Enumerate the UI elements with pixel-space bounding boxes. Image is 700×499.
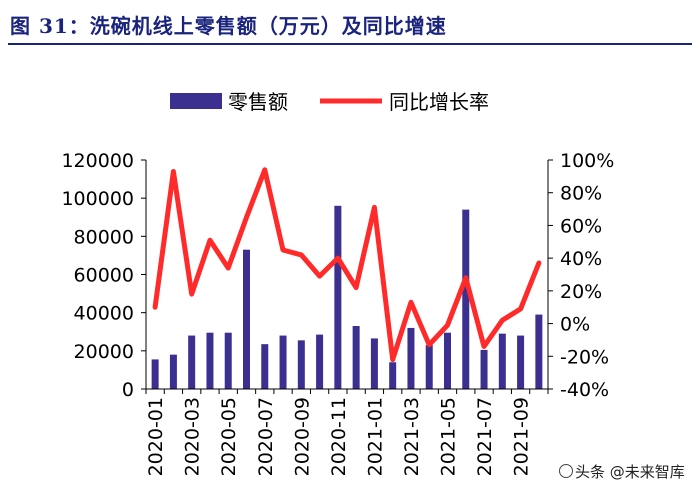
watermark-logo-icon [559, 464, 573, 478]
x-axis-tick-label: 2020-05 [218, 397, 240, 476]
x-axis-tick-label: 2021-05 [438, 397, 460, 476]
right-axis-tick-label: -40% [560, 379, 609, 401]
bar [151, 359, 159, 389]
right-axis-tick-label: 0% [560, 314, 590, 336]
bar [370, 338, 378, 389]
left-axis-tick-label: 60000 [74, 265, 134, 287]
right-axis-tick-label: 80% [560, 183, 602, 205]
bar [425, 345, 433, 389]
x-axis-tick-label: 2020-09 [291, 397, 313, 476]
x-axis-tick-label: 2021-07 [474, 397, 496, 476]
bar-series [151, 205, 543, 389]
x-axis-tick-label: 2020-01 [145, 397, 167, 476]
bar [206, 332, 214, 389]
bar [462, 209, 470, 389]
right-axis-tick-label: 20% [560, 281, 602, 303]
right-axis-tick-label: 40% [560, 248, 602, 270]
bar [535, 314, 543, 389]
watermark-text: 头条 @未来智库 [575, 463, 685, 481]
line-series [152, 167, 542, 363]
legend-swatch-retail [170, 93, 222, 109]
right-axis-tick-label: 60% [560, 215, 602, 237]
bar [279, 335, 287, 389]
bar [498, 333, 506, 389]
right-axis: -40% -20% 0% 20% 40% 60% 80% 100% [547, 150, 614, 401]
left-axis-tick-label: 20000 [74, 341, 134, 363]
left-axis-tick-label: 0 [122, 379, 134, 401]
figure-title: 图 31：洗碗机线上零售额（万元）及同比增速 [10, 14, 447, 38]
bar [517, 335, 525, 389]
bar [297, 340, 305, 389]
x-axis: 2020-01 2020-03 2020-05 2020-07 2020-09 2020-… [145, 388, 549, 476]
bar [261, 344, 269, 389]
right-axis-tick-label: -20% [560, 346, 609, 368]
left-axis: 0 20000 40000 60000 80000 100000 120000 [61, 150, 147, 401]
bar [480, 349, 488, 389]
bar [169, 354, 177, 389]
legend: 零售额 同比增长率 [170, 90, 489, 114]
legend-label-growth: 同比增长率 [389, 90, 489, 114]
right-axis-tick-label: 100% [560, 150, 614, 172]
legend-label-retail: 零售额 [228, 90, 288, 114]
bar [444, 332, 451, 389]
bar [188, 335, 196, 389]
bar [407, 327, 415, 389]
title-underline [8, 43, 692, 45]
x-axis-tick-label: 2020-11 [328, 397, 350, 476]
bar [316, 334, 324, 389]
watermark: 头条 @未来智库 [557, 461, 685, 482]
growth-line [152, 167, 542, 363]
left-axis-tick-label: 40000 [74, 303, 134, 325]
left-axis-tick-label: 120000 [61, 150, 134, 172]
bar [243, 249, 250, 389]
bar [352, 326, 360, 389]
x-axis-tick-label: 2020-03 [182, 397, 204, 476]
bar [224, 332, 232, 389]
left-axis-tick-label: 80000 [74, 226, 134, 248]
x-axis-tick-label: 2021-01 [364, 397, 386, 476]
bar [334, 205, 342, 389]
x-axis-tick-label: 2020-07 [255, 397, 277, 476]
x-axis-tick-label: 2021-03 [401, 397, 423, 476]
figure-header: 图 31：洗碗机线上零售额（万元）及同比增速 [0, 0, 700, 48]
x-axis-tick-label: 2021-09 [511, 397, 533, 476]
bar [389, 362, 397, 389]
left-axis-tick-label: 100000 [61, 188, 134, 210]
